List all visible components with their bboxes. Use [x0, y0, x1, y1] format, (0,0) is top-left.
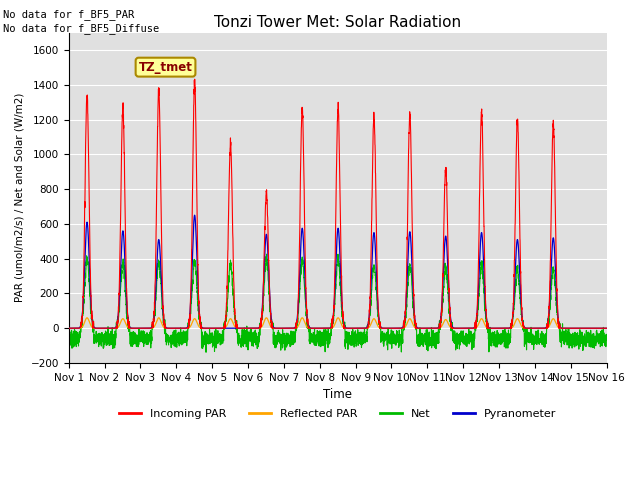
Text: TZ_tmet: TZ_tmet — [139, 60, 193, 73]
Title: Tonzi Tower Met: Solar Radiation: Tonzi Tower Met: Solar Radiation — [214, 15, 461, 30]
Text: No data for f_BF5_PAR: No data for f_BF5_PAR — [3, 9, 134, 20]
Text: No data for f_BF5_Diffuse: No data for f_BF5_Diffuse — [3, 23, 159, 34]
Y-axis label: PAR (umol/m2/s) / Net and Solar (W/m2): PAR (umol/m2/s) / Net and Solar (W/m2) — [15, 93, 25, 302]
Legend: Incoming PAR, Reflected PAR, Net, Pyranometer: Incoming PAR, Reflected PAR, Net, Pyrano… — [115, 405, 561, 423]
X-axis label: Time: Time — [323, 388, 352, 401]
